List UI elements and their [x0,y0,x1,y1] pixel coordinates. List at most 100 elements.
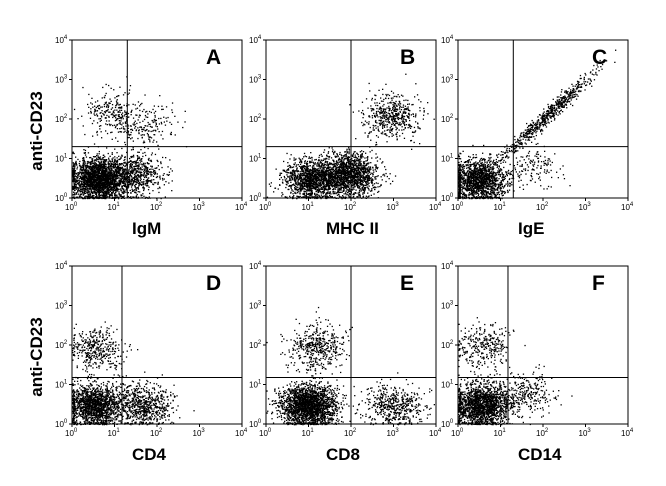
data-point [90,111,92,114]
data-point [115,105,117,107]
data-point [375,186,377,189]
data-point [145,116,147,118]
data-point [87,162,89,164]
data-point [89,171,91,174]
data-point [94,108,96,110]
data-point [184,110,186,112]
data-point [83,173,85,175]
data-point [81,169,83,171]
x-tick-label: 103 [193,202,206,212]
data-point [309,193,312,195]
data-point [120,173,123,175]
data-point [292,197,294,200]
data-point [116,95,118,98]
data-point [170,133,172,136]
data-point [140,149,142,151]
data-point [94,183,96,186]
data-point [100,189,102,192]
data-point [132,117,135,119]
data-point [171,170,173,172]
data-point [309,165,311,167]
data-point [106,185,108,187]
data-point [83,181,85,183]
data-point [299,195,301,198]
data-point [86,192,89,194]
data-point [341,186,343,189]
data-point [297,180,299,182]
data-point [266,196,269,198]
data-point [131,171,133,173]
x-tick-label: 101 [108,202,121,212]
data-point [136,179,138,181]
data-point [127,131,129,133]
data-point [102,185,104,187]
data-point [325,158,327,160]
data-point [357,168,360,171]
data-point [95,168,97,170]
data-point [124,185,126,187]
data-point [82,177,84,180]
data-point [311,185,313,187]
x-tick-base: 10 [108,203,117,212]
data-point [138,157,141,159]
data-point [309,157,312,159]
data-point [84,177,86,179]
data-point [131,169,133,171]
data-point [139,161,142,163]
data-point [99,158,101,161]
data-point [107,186,109,188]
data-point [333,192,336,195]
data-point [73,185,75,187]
data-point [330,193,332,195]
data-point [138,168,140,170]
data-point [105,169,107,171]
data-point [318,195,320,198]
data-point [147,130,150,132]
data-point [159,176,161,179]
data-point [137,182,139,184]
data-point [93,175,95,177]
data-point [122,175,124,177]
data-point [146,173,149,175]
data-point [89,117,92,119]
data-point [311,196,313,198]
data-point [325,194,327,196]
data-point [86,169,88,171]
data-point [302,196,304,198]
data-point [301,178,303,180]
data-point [341,178,343,180]
data-point [299,192,301,194]
data-point [154,171,157,173]
data-point [90,177,92,179]
data-point [149,139,151,141]
data-point [290,179,292,181]
x-tick-base: 10 [193,203,202,212]
data-point [303,165,305,167]
data-point [149,168,151,171]
data-point [316,196,319,198]
data-point [76,164,78,166]
data-point [332,181,334,183]
data-point [313,187,315,189]
data-point [91,192,94,195]
data-point [110,108,112,110]
data-point [359,180,362,183]
data-point [103,171,105,173]
y-tick-base: 10 [55,36,64,45]
data-point [134,178,137,181]
data-point [308,196,310,198]
data-point [293,175,295,177]
data-point [118,167,120,169]
data-point [129,125,132,127]
data-point [97,178,99,180]
data-point [299,187,302,189]
data-point [105,184,107,186]
data-point [309,184,311,186]
data-point [155,125,157,127]
data-point [99,184,101,187]
data-point [145,175,147,178]
data-point [284,196,286,198]
data-point [116,103,118,105]
data-point [108,123,110,125]
data-point [351,179,353,182]
